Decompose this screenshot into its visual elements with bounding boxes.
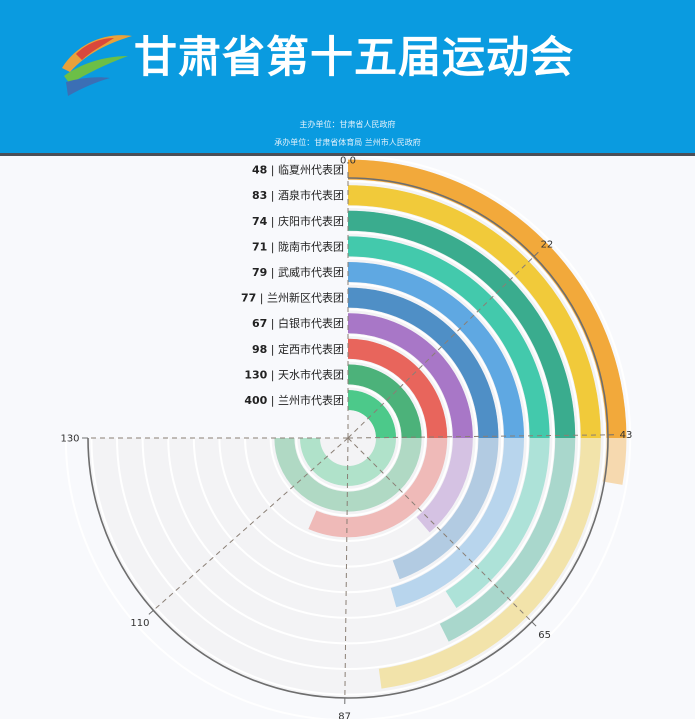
tick-label: 43	[620, 430, 633, 441]
header-banner: 甘肃省第十五届运动会 主办单位：甘肃省人民政府 承办单位：甘肃省体育局 兰州市人…	[0, 0, 695, 153]
tick-label: 130	[60, 434, 79, 445]
tick-gridline	[347, 256, 535, 439]
category-label: 400 | 兰州市代表团	[244, 393, 344, 407]
bar-7	[347, 210, 576, 439]
category-label: 74 | 庆阳市代表团	[252, 214, 344, 228]
category-labels: 400 | 兰州市代表团 130 | 天水市代表团 98 | 定西市代表团 67 | …	[241, 163, 344, 407]
category-label: 98 | 定西市代表团	[252, 342, 344, 356]
category-label: 71 | 陇南市代表团	[252, 239, 344, 253]
organizer-line: 承办单位：甘肃省体育局 兰州市人民政府	[274, 138, 421, 147]
grid-ring	[167, 257, 529, 619]
tick-gridline	[347, 434, 608, 439]
tick-gridline	[347, 437, 533, 623]
polar-bars	[274, 159, 627, 689]
page-title: 甘肃省第十五届运动会	[134, 33, 574, 83]
bar-1	[347, 364, 422, 439]
category-label: 77 | 兰州新区代表团	[241, 291, 344, 305]
category-label: 130 | 天水市代表团	[244, 367, 344, 381]
header-divider	[0, 153, 695, 156]
tick-label: 110	[130, 618, 149, 629]
category-label: 67 | 白银市代表团	[252, 316, 344, 330]
category-label: 79 | 武威市代表团	[252, 265, 344, 279]
tick-label: 22	[541, 239, 554, 250]
games-logo-icon	[62, 35, 132, 96]
tick-label: 65	[538, 630, 551, 641]
tick-gridline	[344, 437, 349, 698]
bar-2	[347, 338, 448, 439]
grid-ring	[295, 385, 401, 491]
tick-mark	[531, 621, 537, 627]
bar-4	[347, 287, 499, 439]
bar-6	[347, 236, 550, 439]
tick-mark	[148, 610, 154, 615]
bar-3	[347, 313, 473, 439]
bar-5	[347, 262, 524, 439]
polar-bar-chart: 0.0 22 43 65 87 110 130 400 | 兰州市代表团 130 | 天水市代…	[60, 156, 632, 719]
angle-axis: 0.0 22 43 65 87 110 130	[60, 156, 632, 719]
tick-gridline	[153, 437, 349, 611]
bar-8	[347, 185, 601, 439]
tick-mark	[533, 251, 539, 257]
host-line: 主办单位：甘肃省人民政府	[299, 120, 396, 129]
grid-ring	[116, 206, 580, 670]
grid-ring	[141, 231, 555, 645]
category-label: 83 | 酒泉市代表团	[252, 188, 344, 202]
tick-label: 0.0	[340, 156, 356, 167]
grid-ring	[64, 156, 632, 719]
category-label: 48 | 临夏州代表团	[252, 163, 344, 177]
bar-9	[347, 159, 627, 439]
grid-ring	[269, 359, 427, 517]
tick-label: 87	[338, 711, 351, 719]
